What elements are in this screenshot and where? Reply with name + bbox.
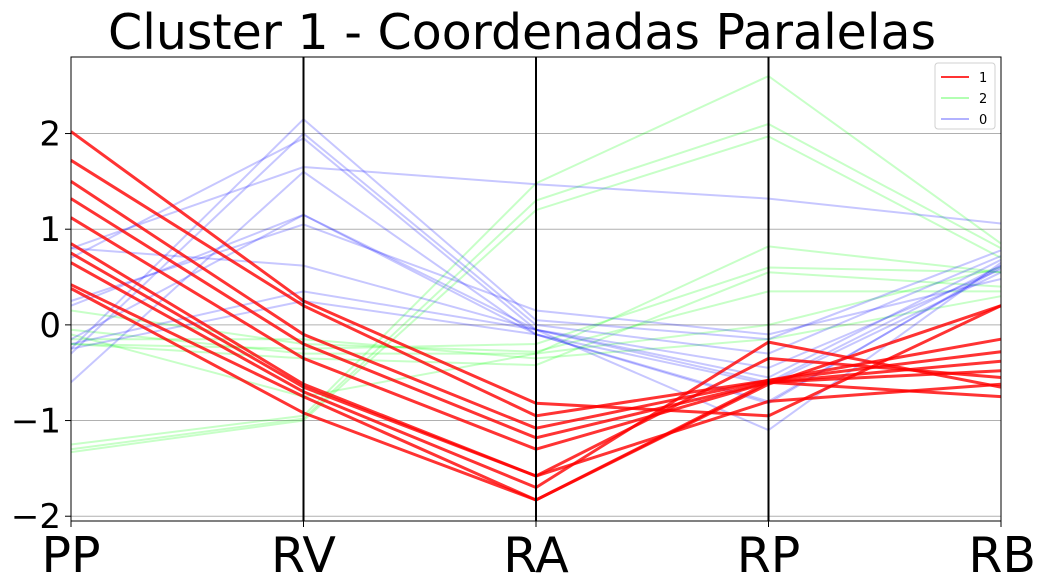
category-labels: PP RV RA RP RB [41,521,1036,584]
legend-label-0: 0 [979,113,987,128]
legend-box [934,62,996,130]
legend-label-1: 1 [979,71,987,86]
category-label-ra: RA [503,527,569,584]
legend-label-2: 2 [979,92,987,107]
y-tick-label: −2 [11,497,61,537]
y-tick-label: 2 [39,115,61,155]
category-label-pp: PP [41,527,100,584]
vertical-axes [302,57,770,521]
category-label-rb: RB [968,527,1036,584]
y-tick-label: −1 [11,402,61,442]
chart-title: Cluster 1 - Coordenadas Paralelas [108,4,936,61]
y-tick-label: 1 [39,210,61,250]
y-tick-label: 0 [39,306,61,346]
y-tick-labels: 2 1 0 −1 −2 [11,115,71,537]
category-label-rv: RV [271,527,336,584]
category-label-rp: RP [737,527,801,584]
legend: 1 2 0 [934,62,996,130]
